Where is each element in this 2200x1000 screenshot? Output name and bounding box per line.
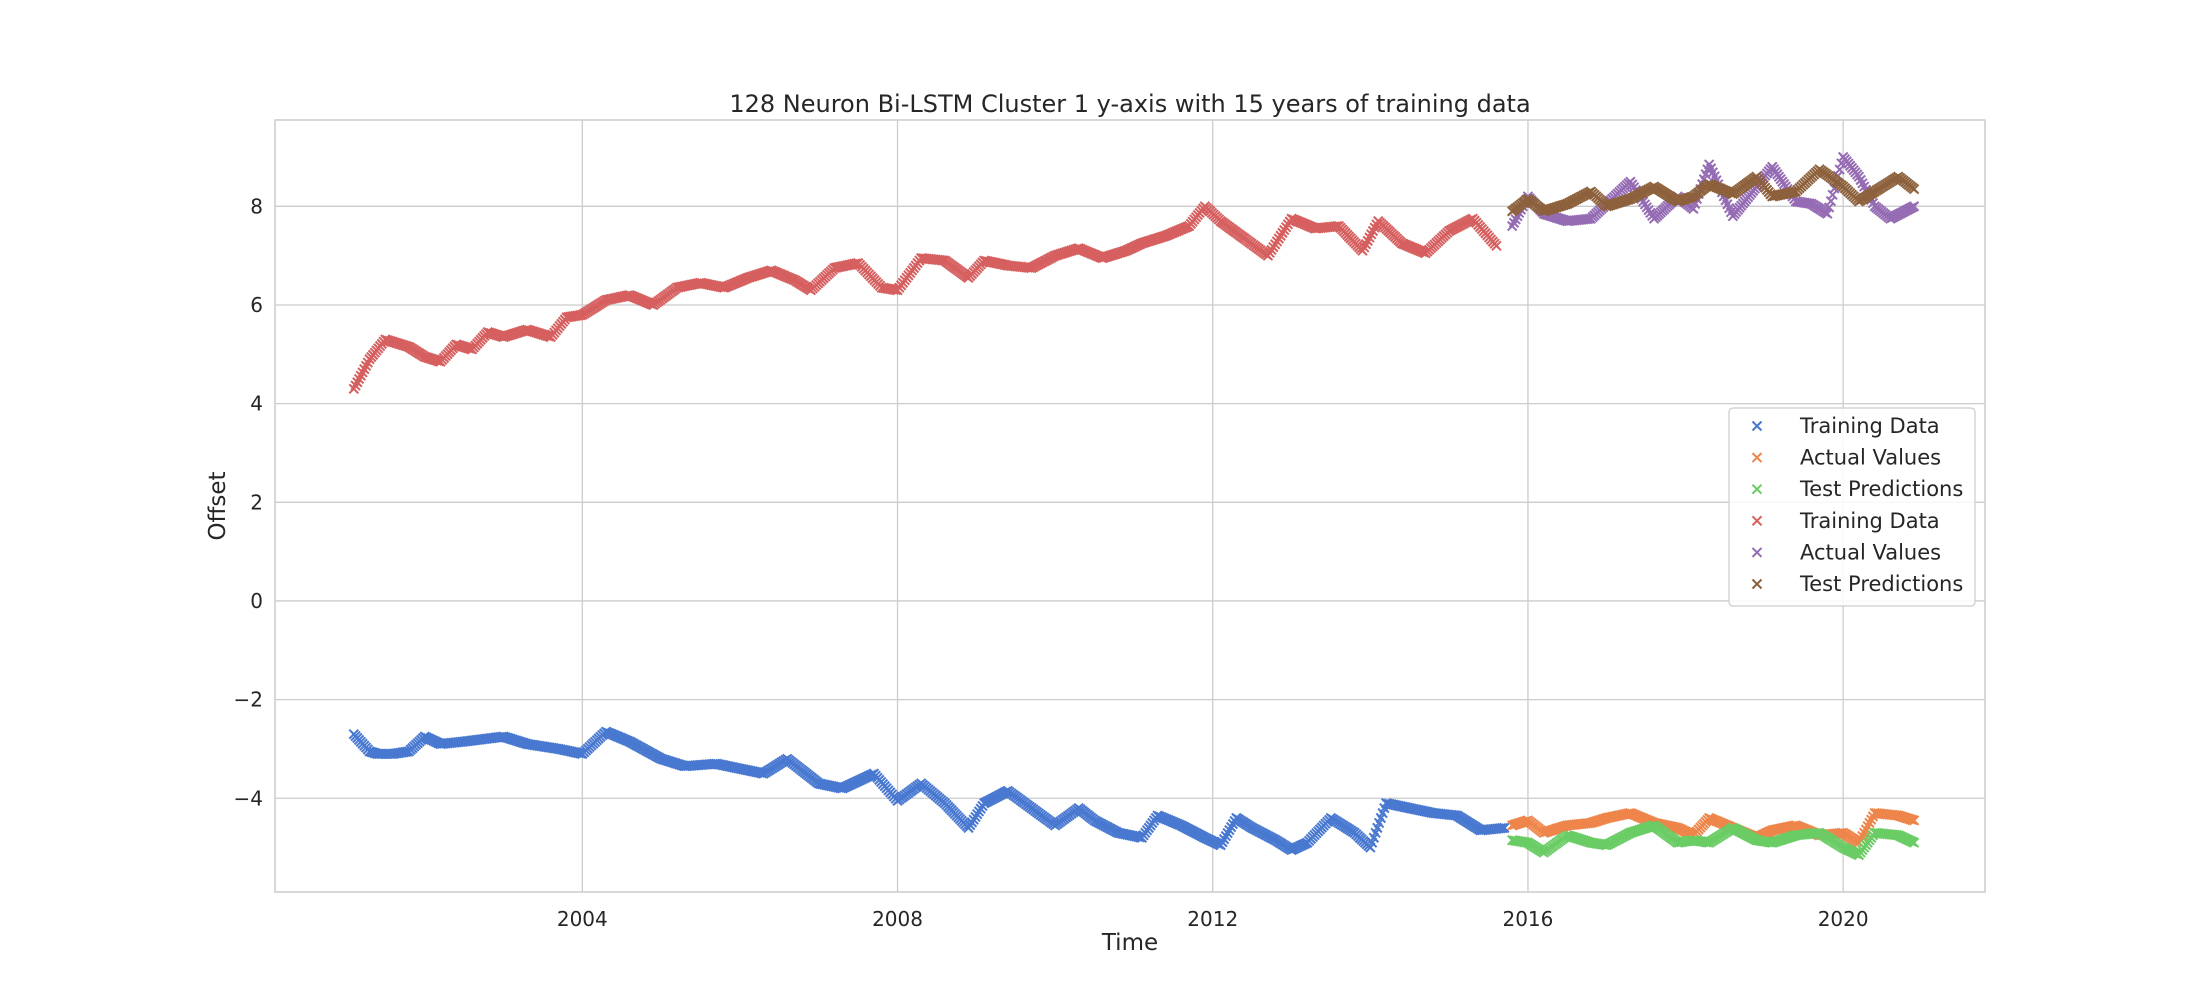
y-axis-ticks: −4 −2 0 2 4 6 8: [234, 194, 263, 810]
y-tick-label: 6: [250, 293, 263, 317]
data-point: [1823, 202, 1835, 213]
series-5: [1506, 164, 1920, 217]
data-point: [400, 746, 411, 758]
legend-label: Training Data: [1799, 509, 1940, 533]
data-point: [1907, 814, 1918, 826]
data-point: [398, 747, 409, 758]
data-point: [571, 310, 583, 321]
legend-label: Test Predictions: [1799, 572, 1963, 596]
data-point: [1765, 163, 1776, 175]
data-point: [1827, 189, 1838, 201]
data-point: [1520, 815, 1532, 827]
grid-lines: [275, 120, 1985, 892]
series-0: [348, 726, 1510, 856]
data-point: [1851, 169, 1863, 180]
legend-label: Actual Values: [1800, 446, 1941, 470]
legend-label: Training Data: [1799, 414, 1940, 438]
x-tick-label: 2020: [1818, 907, 1869, 931]
data-point: [1489, 238, 1500, 249]
legend-marker: [1751, 420, 1763, 432]
data-point: [1418, 247, 1429, 258]
legend-label: Actual Values: [1800, 540, 1941, 564]
y-tick-label: −4: [234, 786, 263, 810]
legend-marker: [1751, 483, 1763, 495]
data-point: [1812, 827, 1823, 839]
legend-marker: [1751, 547, 1763, 558]
legend-marker: [1751, 515, 1763, 527]
data-point: [1907, 201, 1918, 213]
data-point: [1825, 195, 1837, 207]
data-point: [961, 271, 972, 282]
x-tick-label: 2004: [557, 907, 608, 931]
x-axis-ticks: 2004 2008 2012 2016 2020: [557, 907, 1869, 931]
legend-marker: [1751, 452, 1763, 463]
data-point: [362, 357, 374, 368]
data-point: [803, 283, 815, 295]
y-axis-label: Offset: [205, 471, 231, 540]
data-point: [1493, 823, 1505, 834]
data-point: [1820, 207, 1831, 218]
x-tick-label: 2008: [872, 907, 923, 931]
data-point: [1580, 214, 1591, 225]
data-point: [1834, 164, 1845, 175]
y-tick-label: 8: [250, 194, 263, 218]
series-3: [348, 201, 1502, 395]
x-tick-label: 2016: [1502, 907, 1553, 931]
data-point: [1749, 172, 1760, 184]
legend-label: Test Predictions: [1799, 477, 1963, 501]
data-point: [1583, 187, 1595, 198]
plot-frame: [274, 119, 1986, 893]
legend-box: [1728, 407, 1976, 607]
chart-title: 128 Neuron Bi-LSTM Cluster 1 y-axis with…: [729, 90, 1530, 118]
data-point: [1497, 822, 1508, 834]
y-tick-label: 0: [250, 589, 263, 613]
legend: Training Data Actual Values Test Predictio…: [1728, 407, 1976, 607]
y-tick-label: 2: [250, 490, 263, 514]
data-point: [1907, 182, 1918, 193]
data-point: [1907, 836, 1918, 848]
y-tick-label: 4: [250, 392, 263, 416]
data-point: [1495, 823, 1506, 834]
scatter-marks: [348, 151, 1920, 861]
legend-marker: [1751, 578, 1763, 590]
y-tick-label: −2: [234, 688, 263, 712]
x-tick-label: 2012: [1187, 907, 1238, 931]
x-axis-label: Time: [1101, 930, 1158, 956]
data-point: [1582, 213, 1593, 225]
series-2: [1506, 820, 1920, 861]
